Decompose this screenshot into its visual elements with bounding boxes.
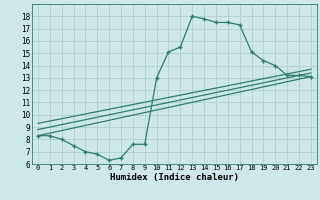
X-axis label: Humidex (Indice chaleur): Humidex (Indice chaleur) — [110, 173, 239, 182]
